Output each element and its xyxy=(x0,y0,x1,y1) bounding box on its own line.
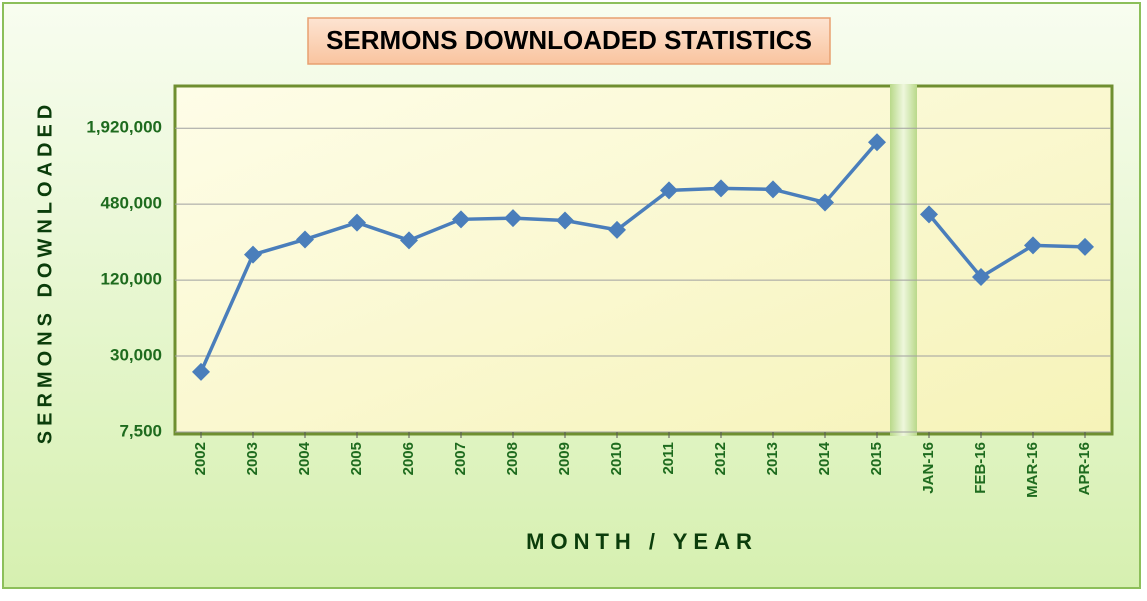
x-tick-label: MAR-16 xyxy=(1024,442,1041,498)
data-point xyxy=(868,133,886,152)
data-point xyxy=(1076,237,1094,256)
x-tick-label: 2004 xyxy=(296,441,313,475)
x-tick-label: 2002 xyxy=(192,442,209,475)
y-tick-label: 7,500 xyxy=(119,421,162,440)
data-point xyxy=(192,362,210,381)
data-point xyxy=(296,230,314,249)
x-tick-label: 2007 xyxy=(452,442,469,475)
data-point xyxy=(504,209,522,228)
x-tick-label: FEB-16 xyxy=(972,442,989,494)
x-tick-label: 2003 xyxy=(244,442,261,475)
data-point xyxy=(972,267,990,286)
data-point xyxy=(712,179,730,198)
x-tick-label: 2008 xyxy=(504,442,521,475)
x-tick-label: 2014 xyxy=(816,441,833,475)
x-tick-label: 2012 xyxy=(712,442,729,475)
data-point xyxy=(556,211,574,230)
data-point xyxy=(920,205,938,224)
x-tick-label: 2015 xyxy=(868,442,885,475)
chart-title: SERMONS DOWNLOADED STATISTICS xyxy=(326,25,812,55)
x-tick-label: APR-16 xyxy=(1076,442,1093,495)
data-point xyxy=(764,180,782,199)
data-point xyxy=(244,245,262,264)
data-point xyxy=(348,213,366,232)
x-tick-label: 2005 xyxy=(348,442,365,475)
y-tick-label: 480,000 xyxy=(101,194,162,213)
x-tick-label: 2010 xyxy=(608,442,625,475)
x-tick-label: 2011 xyxy=(660,442,677,475)
data-point xyxy=(608,220,626,239)
x-tick-label: 2006 xyxy=(400,442,417,475)
y-axis-title: SERMONS DOWNLOADED xyxy=(34,100,56,444)
y-tick-label: 1,920,000 xyxy=(86,118,162,137)
x-tick-label: 2013 xyxy=(764,442,781,475)
data-point xyxy=(816,193,834,212)
data-point xyxy=(1024,236,1042,255)
y-tick-label: 30,000 xyxy=(110,346,162,365)
y-tick-label: 120,000 xyxy=(101,270,162,289)
data-point xyxy=(400,231,418,250)
x-tick-label: 2009 xyxy=(556,442,573,475)
plot-area xyxy=(173,84,1114,436)
x-tick-label: JAN-16 xyxy=(920,442,937,494)
data-point xyxy=(452,210,470,229)
title-box xyxy=(307,17,831,65)
series-line xyxy=(927,213,1086,280)
axis-break xyxy=(890,84,917,436)
x-axis-title: MONTH / YEAR xyxy=(526,529,758,554)
data-point xyxy=(660,181,678,200)
